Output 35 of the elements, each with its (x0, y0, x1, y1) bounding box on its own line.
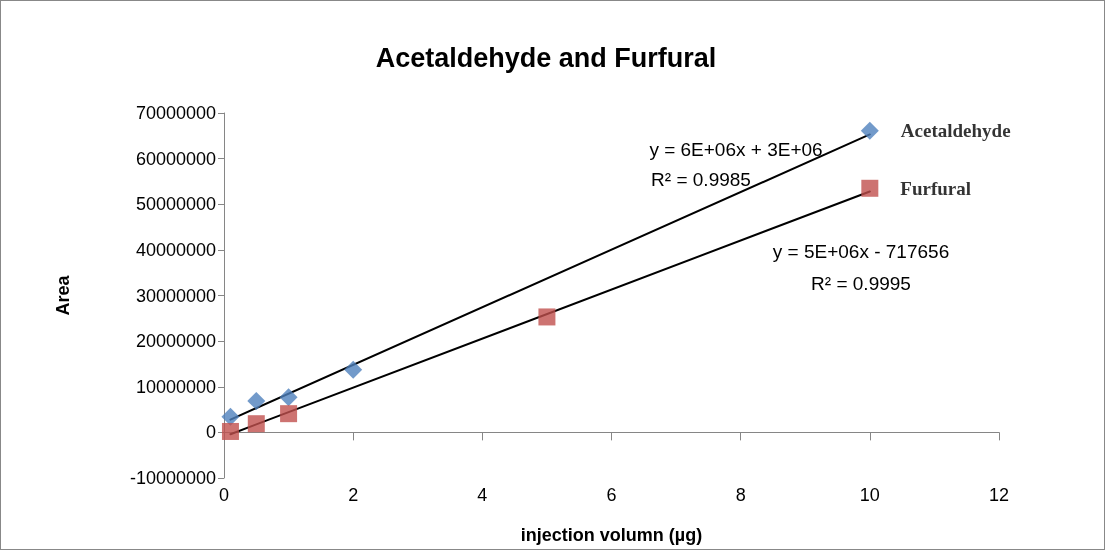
point (221, 422, 239, 440)
y-tick-label: 10000000 (135, 376, 216, 397)
point (861, 179, 879, 197)
x-tick-label: 12 (988, 485, 1010, 505)
point (279, 388, 298, 407)
annotation: y = 5E+06x - 717656 (772, 240, 950, 262)
x-tick-label: 4 (477, 485, 488, 505)
point (344, 360, 363, 379)
point (247, 391, 266, 410)
y-tick-label: 40000000 (135, 239, 216, 260)
point (538, 308, 556, 326)
x-tick-label: 0 (218, 485, 230, 505)
point (221, 407, 240, 426)
chart-title: Acetaldehyde and Furfural (375, 42, 717, 73)
y-tick-label: 50000000 (135, 194, 216, 215)
point (280, 405, 298, 423)
series-label: Furfural (900, 177, 972, 199)
x-tick-label: 6 (606, 485, 617, 505)
annotation: R² = 0.9985 (651, 168, 751, 190)
annotation: y = 6E+06x + 3E+06 (649, 138, 823, 160)
y-tick-label: 60000000 (135, 148, 216, 169)
point (247, 415, 265, 433)
y-tick-label: 20000000 (135, 331, 216, 352)
y-tick-label: 70000000 (135, 103, 216, 123)
series-label: Acetaldehyde (900, 120, 1011, 142)
x-tick-label: 2 (348, 485, 359, 505)
x-axis-title: injection volumn (µg) (520, 525, 703, 545)
y-tick-label: 30000000 (135, 285, 216, 306)
y-axis-title: Area (53, 274, 73, 316)
y-tick-label: 0 (205, 422, 216, 443)
annotation: R² = 0.9995 (811, 272, 911, 294)
y-tick-label: -10000000 (129, 468, 216, 488)
x-tick-label: 8 (735, 485, 746, 505)
point (860, 121, 879, 140)
x-tick-label: 10 (859, 485, 880, 505)
